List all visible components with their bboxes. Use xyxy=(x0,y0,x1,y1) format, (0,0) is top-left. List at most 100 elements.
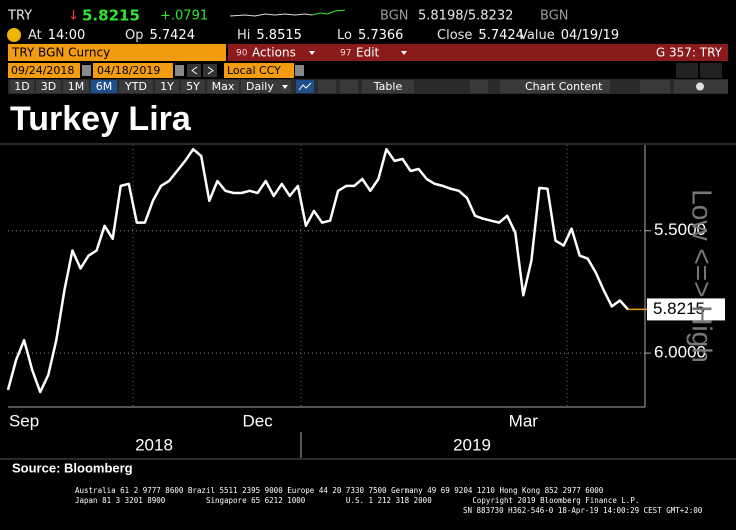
dropdown-icon[interactable] xyxy=(295,65,304,76)
range-label: 6M xyxy=(96,80,113,93)
bid-ask: 5.8198/5.8232 xyxy=(418,9,513,24)
field-value: 5.8515 xyxy=(256,28,302,43)
frequency-caret xyxy=(282,85,288,89)
ticker: TRY xyxy=(7,9,32,24)
sparkline-recent xyxy=(311,9,346,16)
range-label: 1Y xyxy=(160,80,174,93)
quote-field: Close 5.7424 xyxy=(437,28,524,43)
menu-label: Edit xyxy=(356,46,380,60)
field-label: At xyxy=(28,28,42,43)
menu-caret xyxy=(309,51,315,55)
clock-icon xyxy=(7,28,21,42)
range-button[interactable] xyxy=(181,80,205,93)
range-label: 1M xyxy=(68,80,85,93)
range-label: YTD xyxy=(124,80,147,93)
field-label: Op xyxy=(125,28,143,43)
change-arrow: ↓ xyxy=(68,9,79,24)
range-label: 3D xyxy=(41,80,56,93)
x-group-label: 2018 xyxy=(135,435,173,454)
y-tick-label: 5.5000 xyxy=(654,220,706,239)
range-label: 1D xyxy=(14,80,29,93)
calendar-icon[interactable] xyxy=(175,65,184,76)
security-name: TRY BGN Curncy xyxy=(11,46,110,60)
range-label: Max xyxy=(212,80,235,93)
menu-button[interactable] xyxy=(232,45,320,60)
range-button[interactable] xyxy=(10,80,34,93)
menu-label: Actions xyxy=(252,46,296,60)
quote-field: Value 04/19/19 xyxy=(519,28,619,43)
page-code: G 357: TRY xyxy=(656,46,723,60)
field-value: 5.7424 xyxy=(478,28,524,43)
line-icon xyxy=(298,82,312,91)
next-button[interactable] xyxy=(203,64,217,77)
menu-button[interactable] xyxy=(336,45,412,60)
chart-content-button[interactable] xyxy=(500,80,610,93)
ask-source: BGN xyxy=(540,9,569,24)
security-bar xyxy=(8,44,226,61)
menu-code: 97 xyxy=(340,49,351,59)
last-price: 5.8215 xyxy=(82,7,140,25)
prev-button[interactable] xyxy=(187,64,201,77)
net-change: +.0791 xyxy=(160,9,208,24)
quote-field: Hi 5.8515 xyxy=(237,28,302,43)
x-group-label: 2019 xyxy=(453,435,491,454)
frequency-button[interactable] xyxy=(241,80,291,93)
range-button[interactable] xyxy=(155,80,179,93)
field-value: 14:00 xyxy=(48,28,85,43)
currency-field[interactable] xyxy=(224,63,294,78)
field-label: Hi xyxy=(237,28,250,43)
range-button[interactable] xyxy=(36,80,61,93)
start-date: 09/24/2018 xyxy=(11,64,74,77)
frequency-label: Daily xyxy=(246,80,274,93)
next-arrow xyxy=(207,66,214,75)
last-value-label: 5.8215 xyxy=(653,299,705,318)
range-button[interactable] xyxy=(119,80,153,93)
x-tick-label: Dec xyxy=(242,411,273,430)
scroll-button[interactable] xyxy=(470,80,488,93)
sparkline xyxy=(229,13,313,17)
redo-button[interactable] xyxy=(700,63,722,78)
field-label: Lo xyxy=(337,28,352,43)
chart-content-label: Chart Content xyxy=(525,80,603,93)
field-value: 5.7366 xyxy=(358,28,404,43)
y-axis-label: Low <=> High xyxy=(687,189,718,363)
start-date-field[interactable] xyxy=(8,63,80,78)
range-button[interactable] xyxy=(63,80,89,93)
footer-contacts: Australia 61 2 9777 8600 Brazil 5511 239… xyxy=(75,486,604,495)
range-label: 5Y xyxy=(186,80,200,93)
bid-source: BGN xyxy=(380,9,409,24)
end-date: 04/18/2019 xyxy=(97,64,160,77)
edit-button[interactable] xyxy=(640,80,670,93)
quote-field: Lo 5.7366 xyxy=(337,28,403,43)
footer-session: SN 883730 H362-546-0 18-Apr-19 14:00:29 … xyxy=(463,506,703,515)
menu-code: 90 xyxy=(236,49,248,59)
price-line xyxy=(6,147,629,394)
x-tick-label: Mar xyxy=(509,411,539,430)
chart-type-dropdown[interactable] xyxy=(340,80,358,93)
chart-type-button[interactable] xyxy=(318,80,336,93)
field-label: Value xyxy=(519,28,555,43)
y-tick-label: 6.0000 xyxy=(654,343,706,362)
quote-field: Op 5.7424 xyxy=(125,28,195,43)
x-tick-label: Sep xyxy=(9,411,39,430)
table-label: Table xyxy=(373,80,403,93)
currency: Local CCY xyxy=(227,64,281,77)
source: Source: Bloomberg xyxy=(12,460,133,475)
calendar-icon[interactable] xyxy=(82,65,91,76)
quote-field: At 14:00 xyxy=(28,28,85,43)
range-button[interactable] xyxy=(91,80,117,93)
footer-contacts: Japan 81 3 3201 8900 Singapore 65 6212 1… xyxy=(75,496,639,505)
undo-button[interactable] xyxy=(676,63,698,78)
menu-caret xyxy=(401,51,407,55)
field-value: 5.7424 xyxy=(149,28,195,43)
field-value: 04/19/19 xyxy=(561,28,619,43)
range-button[interactable] xyxy=(207,80,239,93)
chart-title: Turkey Lira xyxy=(10,100,192,138)
prev-arrow xyxy=(191,66,198,75)
gear-icon xyxy=(696,82,704,91)
field-label: Close xyxy=(437,28,472,43)
last-value-box xyxy=(647,298,725,321)
end-date-field[interactable] xyxy=(93,63,173,78)
table-button[interactable] xyxy=(362,80,414,93)
